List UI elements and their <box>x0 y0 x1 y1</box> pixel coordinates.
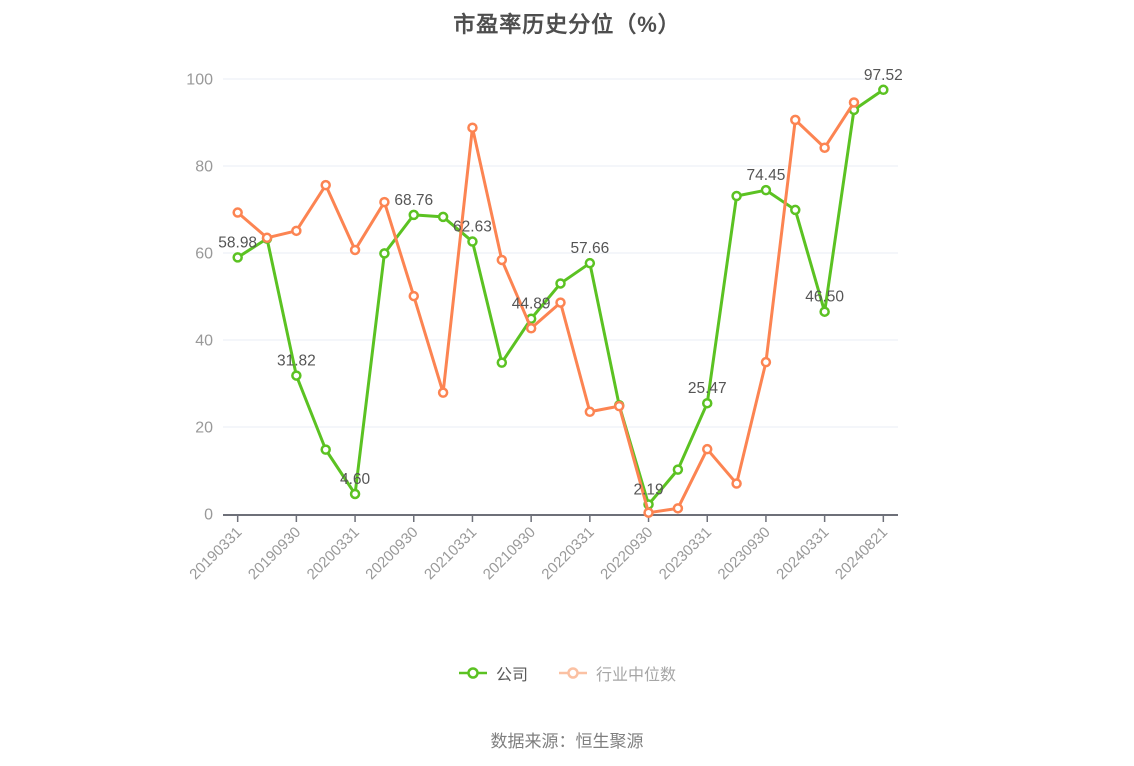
series-point-company[interactable] <box>291 370 302 381</box>
y-axis-tick-label: 20 <box>195 420 213 437</box>
data-label: 44.89 <box>512 296 551 313</box>
series-point-industry-median[interactable] <box>643 507 654 518</box>
series-point-company[interactable] <box>672 464 684 475</box>
series-point-industry-median[interactable] <box>760 356 772 368</box>
company-series-icon <box>458 667 487 679</box>
series-point-company[interactable] <box>760 184 772 196</box>
data-label: 25.47 <box>688 380 727 397</box>
legend-label-company: 公司 <box>495 667 528 684</box>
series-point-company[interactable] <box>555 278 566 289</box>
line-chart-plot: 0 20 40 60 80 100 20190331 20190930 20200331 2020… <box>186 67 903 583</box>
series-line-company <box>236 88 885 506</box>
x-axis-tick-label: 20200930 <box>362 524 421 583</box>
series-point-company[interactable] <box>584 257 596 269</box>
series-point-industry-median[interactable] <box>320 179 331 191</box>
series-point-industry-median[interactable] <box>232 207 243 218</box>
legend-item-company[interactable]: 公司 <box>458 661 528 685</box>
y-axis-tick-label: 0 <box>204 507 213 524</box>
data-source-note: 数据来源：恒生聚源 <box>490 732 644 751</box>
x-axis-tick-label: 20220930 <box>597 524 656 583</box>
x-axis-tick-label: 20230331 <box>656 524 715 583</box>
series-point-industry-median[interactable] <box>790 114 801 126</box>
data-label: 68.76 <box>394 192 433 209</box>
series-point-industry-median[interactable] <box>613 400 625 412</box>
data-label: 31.82 <box>277 353 316 370</box>
x-axis-tick-label: 20240331 <box>773 524 832 583</box>
legend-item-industry-median[interactable]: 行业中位数 <box>558 661 676 685</box>
x-axis-tick-label: 20190930 <box>245 524 304 583</box>
series-point-industry-median[interactable] <box>261 232 273 244</box>
x-axis-tick-label: 20220331 <box>538 524 597 583</box>
series-point-industry-median[interactable] <box>467 122 478 133</box>
y-axis-tick-label: 80 <box>195 159 213 176</box>
legend-label-industry-median: 行业中位数 <box>596 667 677 684</box>
series-point-industry-median[interactable] <box>349 244 361 256</box>
data-label: 46.50 <box>805 289 844 306</box>
series-point-industry-median[interactable] <box>555 297 566 308</box>
chart-title: 市盈率历史分位（%） <box>453 12 681 37</box>
legend: 公司 行业中位数 <box>0 661 1134 685</box>
x-axis-tick-label: 20230930 <box>715 524 774 583</box>
series-point-industry-median[interactable] <box>437 387 449 398</box>
series-point-industry-median[interactable] <box>701 443 713 455</box>
series-point-industry-median[interactable] <box>408 290 420 302</box>
series-point-company[interactable] <box>320 444 331 455</box>
x-axis-tick-label: 20190331 <box>186 524 245 583</box>
y-axis-tick-label: 40 <box>195 333 213 350</box>
series-point-company[interactable] <box>731 190 742 202</box>
data-label: 58.98 <box>218 234 257 251</box>
series-line-industry-median <box>236 100 856 515</box>
series-point-industry-median[interactable] <box>731 478 742 489</box>
x-axis-tick-label: 20240821 <box>832 524 891 583</box>
data-label: 74.45 <box>747 167 786 184</box>
series-point-company[interactable] <box>790 204 801 216</box>
series-point-company[interactable] <box>232 252 243 263</box>
series-point-industry-median[interactable] <box>584 406 596 418</box>
series-point-company[interactable] <box>819 306 830 317</box>
series-point-company[interactable] <box>437 211 449 223</box>
y-axis-tick-label: 60 <box>195 246 213 263</box>
series-point-company[interactable] <box>408 209 420 221</box>
series-point-industry-median[interactable] <box>672 503 684 514</box>
data-label: 4.60 <box>340 471 371 488</box>
series-point-industry-median[interactable] <box>848 97 860 108</box>
industry-median-series-icon <box>559 667 587 679</box>
series-point-company[interactable] <box>701 397 713 409</box>
company-series-icon-circle <box>467 667 479 679</box>
x-axis-tick-label: 20210331 <box>421 524 480 583</box>
data-label: 57.66 <box>570 240 609 257</box>
x-axis-tick-label: 20210930 <box>480 524 539 583</box>
data-label: 97.52 <box>864 67 903 84</box>
series-point-industry-median[interactable] <box>819 142 830 153</box>
series-point-company[interactable] <box>496 357 508 368</box>
series-point-industry-median[interactable] <box>379 196 390 208</box>
x-axis-tick-label: 20200331 <box>304 524 363 583</box>
y-axis-tick-label: 100 <box>186 72 213 89</box>
industry-median-series-icon-circle <box>567 667 579 679</box>
data-label: 62.63 <box>453 219 492 236</box>
series-point-company[interactable] <box>467 236 478 247</box>
series-point-industry-median[interactable] <box>291 225 302 237</box>
series-point-company[interactable] <box>379 248 390 259</box>
series-point-industry-median[interactable] <box>496 254 508 266</box>
series-point-company[interactable] <box>878 84 889 96</box>
series-point-company[interactable] <box>349 488 361 500</box>
data-label: 2.19 <box>633 481 663 498</box>
series-point-industry-median[interactable] <box>525 323 537 334</box>
